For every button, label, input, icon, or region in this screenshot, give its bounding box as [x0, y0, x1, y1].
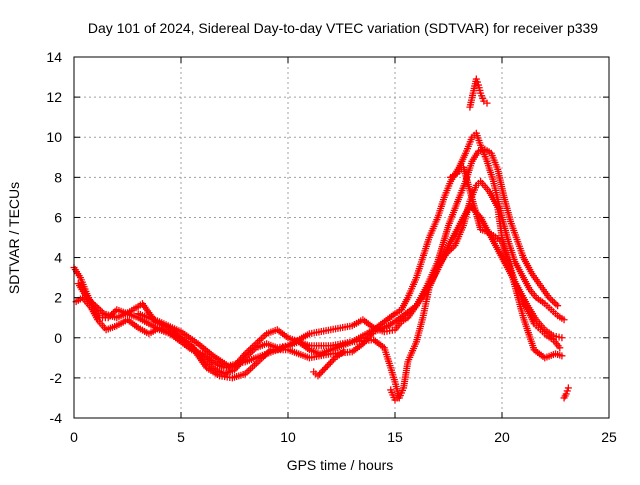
- y-tick-label: 12: [46, 89, 62, 105]
- x-tick-label: 20: [494, 429, 510, 445]
- y-tick-label: 14: [46, 49, 62, 65]
- data-point: [317, 369, 325, 377]
- x-tick-label: 10: [280, 429, 296, 445]
- series-track-6: [447, 163, 566, 362]
- series-track-4: [134, 201, 566, 370]
- data-point: [558, 334, 566, 342]
- data-point: [564, 384, 572, 392]
- x-axis-label: GPS time / hours: [287, 457, 394, 473]
- axis-ticks: [73, 56, 610, 419]
- data-point: [560, 316, 568, 324]
- data-point: [314, 372, 322, 380]
- tick-labels: 0 5 10 15 20 25 -4 -2 0 2 4 6 8 10 12 14: [46, 49, 617, 445]
- data-point: [472, 75, 480, 83]
- y-tick-label: -4: [50, 410, 63, 426]
- y-tick-label: 6: [54, 209, 62, 225]
- y-tick-label: 0: [54, 330, 62, 346]
- data-point: [395, 392, 403, 400]
- y-tick-label: 4: [54, 250, 62, 266]
- data-point: [319, 367, 327, 375]
- data-point: [325, 360, 333, 368]
- data-points: [70, 75, 572, 404]
- data-point: [316, 370, 324, 378]
- data-point: [322, 364, 330, 372]
- data-point: [562, 390, 570, 398]
- data-point: [473, 78, 481, 86]
- y-tick-label: -2: [50, 370, 63, 386]
- series-track-5: [466, 75, 491, 111]
- x-tick-label: 5: [177, 429, 185, 445]
- y-tick-label: 10: [46, 129, 62, 145]
- data-point: [320, 365, 328, 373]
- x-tick-label: 25: [601, 429, 617, 445]
- data-point: [558, 352, 566, 360]
- data-point: [330, 355, 338, 363]
- plot-frame: [73, 56, 610, 419]
- data-point: [326, 359, 334, 367]
- y-axis-label: SDTVAR / TECUs: [6, 182, 22, 294]
- data-point: [483, 99, 491, 107]
- data-point: [556, 344, 564, 352]
- data-point: [554, 302, 562, 310]
- data-point: [328, 357, 336, 365]
- data-point: [563, 387, 571, 395]
- y-tick-label: 2: [54, 290, 62, 306]
- x-tick-label: 0: [70, 429, 78, 445]
- data-point: [323, 362, 331, 370]
- data-point: [340, 348, 348, 356]
- x-tick-label: 15: [387, 429, 403, 445]
- y-tick-label: 8: [54, 169, 62, 185]
- chart-title: Day 101 of 2024, Sidereal Day-to-day VTE…: [88, 20, 598, 36]
- series-track-7: [310, 348, 572, 404]
